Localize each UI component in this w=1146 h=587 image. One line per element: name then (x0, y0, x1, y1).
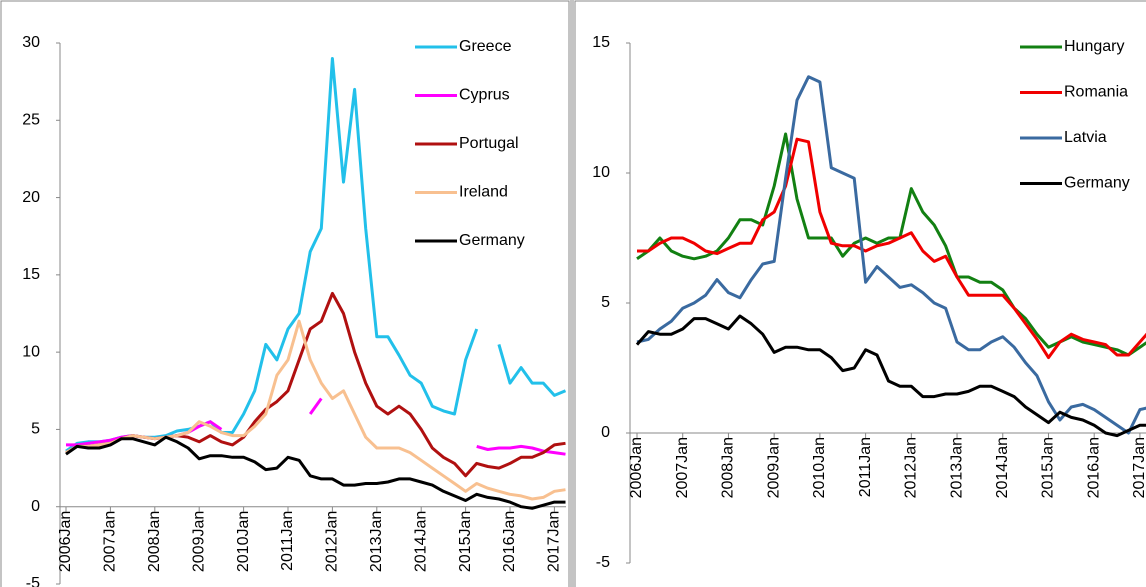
panel-frame (574, 0, 1146, 587)
x-tick-label: 2014Jan (412, 511, 429, 572)
legend-label: Greece (459, 38, 512, 55)
x-tick-label: 2014Jan (994, 437, 1011, 498)
x-tick-label: 2010Jan (811, 437, 828, 498)
x-tick-label: 2016Jan (1085, 437, 1102, 498)
series-line (65, 57, 567, 453)
x-tick-label: 2009Jan (765, 437, 782, 498)
x-tick-label: 2006Jan (628, 437, 645, 498)
x-tick-label: 2017Jan (1131, 437, 1146, 498)
y-tick-label: 25 (22, 112, 40, 129)
series-line (65, 435, 566, 510)
y-tick-label: 0 (31, 498, 40, 515)
y-tick-label: 10 (22, 343, 40, 360)
x-tick-label: 2008Jan (146, 511, 163, 572)
y-tick-label: -5 (596, 554, 610, 571)
legend-label: Portugal (459, 135, 519, 152)
legend-label: Ireland (459, 184, 508, 201)
y-tick-label: 5 (601, 294, 610, 311)
x-tick-label: 2015Jan (1040, 437, 1057, 498)
x-tick-label: 2011Jan (857, 437, 874, 497)
x-tick-label: 2006Jan (57, 511, 74, 572)
y-tick-label: 10 (592, 164, 610, 181)
legend-label: Romania (1064, 84, 1128, 101)
y-tick-label: 15 (22, 266, 40, 283)
legend-label: Cyprus (459, 87, 510, 104)
x-tick-label: 2013Jan (368, 511, 385, 572)
x-tick-label: 2011Jan (279, 511, 296, 571)
x-tick-label: 2009Jan (190, 511, 207, 572)
y-tick-label: 0 (601, 424, 610, 441)
y-tick-label: 5 (31, 421, 40, 438)
legend-label: Germany (1064, 175, 1130, 192)
series-line (66, 397, 566, 456)
x-tick-label: 2013Jan (948, 437, 965, 498)
panel-frame (0, 0, 570, 587)
y-tick-label: -5 (26, 575, 40, 587)
y-tick-label: 30 (22, 34, 40, 51)
series-line (635, 314, 1146, 438)
x-tick-label: 2016Jan (501, 511, 518, 572)
x-tick-label: 2008Jan (720, 437, 737, 498)
series-line (65, 319, 566, 501)
legend-label: Germany (459, 232, 525, 249)
x-tick-label: 2012Jan (324, 511, 341, 572)
x-tick-label: 2007Jan (674, 437, 691, 498)
x-tick-label: 2007Jan (102, 511, 119, 572)
y-tick-label: 20 (22, 189, 40, 206)
x-tick-label: 2010Jan (235, 511, 252, 572)
legend-label: Hungary (1064, 38, 1124, 55)
x-tick-label: 2012Jan (903, 437, 920, 498)
x-tick-label: 2017Jan (546, 511, 563, 572)
series-line (637, 137, 1146, 360)
legend-label: Latvia (1064, 129, 1107, 146)
x-tick-label: 2015Jan (457, 511, 474, 572)
y-tick-label: 15 (592, 34, 610, 51)
